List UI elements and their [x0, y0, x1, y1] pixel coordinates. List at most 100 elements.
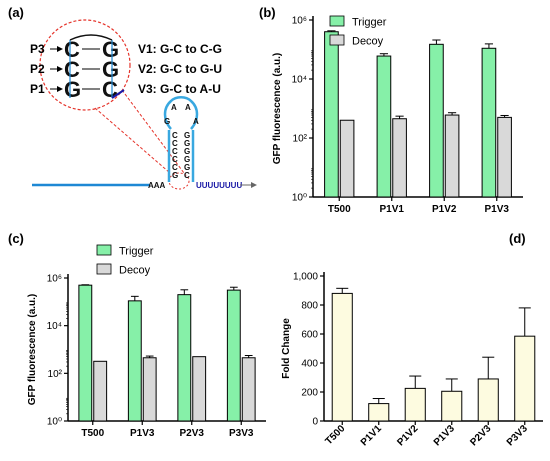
base-pair-p2: P2 C G	[30, 57, 119, 82]
legend-swatch	[329, 15, 345, 27]
pair-label: P1	[30, 82, 45, 96]
legend-swatch	[96, 263, 112, 275]
y-tick-label: 10²	[48, 369, 63, 380]
bar	[444, 114, 460, 198]
stem-nt: C	[172, 147, 178, 156]
x-tick-label: P1V2	[395, 423, 420, 448]
bar	[127, 300, 142, 422]
bar	[177, 294, 192, 422]
legend-swatch	[96, 244, 112, 256]
pair-left-base: C	[64, 57, 80, 82]
y-tick-label: 10⁶	[292, 16, 307, 27]
stem-nt: G	[184, 147, 190, 156]
y-tick-label: 10²	[293, 134, 308, 145]
bar	[404, 387, 426, 422]
stem-nt: C	[172, 155, 178, 164]
panel-label-b: (b)	[259, 5, 276, 20]
bar	[429, 43, 444, 198]
stem-nt: C	[172, 163, 178, 172]
loop-nt: A	[185, 103, 191, 112]
x-tick-label: T500	[323, 423, 347, 447]
y-axis-label: GFP fluorescence (a.u.)	[27, 294, 38, 406]
y-tick-label: 10⁰	[47, 417, 62, 428]
y-axis-label: Fold Change	[281, 318, 292, 379]
base-pair-p1: P1 G C	[30, 77, 118, 102]
poly-u-tail: UUUUUUUU	[196, 181, 242, 190]
bar	[142, 357, 157, 422]
bar	[477, 378, 499, 422]
stem-nt: G	[172, 171, 178, 180]
bar	[376, 55, 392, 198]
x-tick-label: P2V3	[180, 428, 205, 439]
panel-label-a: (a)	[8, 5, 24, 20]
stem-nt: C	[184, 171, 190, 180]
mutation-v2: V2: G-C to G-U	[138, 62, 222, 76]
bar	[497, 116, 512, 198]
mutation-v1: V1: G-C to C-G	[138, 42, 222, 56]
stem-nt: G	[184, 163, 190, 172]
y-tick-label: 10⁴	[47, 321, 62, 332]
x-tick-label: P3V3	[229, 428, 254, 439]
stem-nt: C	[172, 131, 178, 140]
y-tick-label: 600	[301, 330, 318, 341]
bar	[192, 356, 207, 422]
y-tick-label: 200	[301, 388, 318, 399]
y-tick-label: 0	[312, 417, 318, 428]
chart-d: 0 200 400 600 800 1,000 Fold Change T500 P1V1 P1V…	[281, 272, 543, 448]
bar	[368, 403, 390, 422]
bar	[392, 118, 407, 198]
hairpin-loop	[163, 96, 199, 130]
y-tick-label: 800	[301, 301, 318, 312]
stem-nt: C	[172, 139, 178, 148]
stem-nt: G	[184, 155, 190, 164]
y-axis-label: GFP fluorescence (a.u.)	[272, 53, 283, 165]
legend-swatch	[329, 34, 345, 46]
pair-left-base: G	[64, 77, 81, 102]
pair-right-base: C	[102, 77, 118, 102]
x-tick-label: P1V3	[130, 428, 155, 439]
bar	[514, 335, 536, 422]
legend-label: Decoy	[119, 265, 151, 277]
pair-label: P2	[30, 62, 45, 76]
y-tick-label: 10⁶	[47, 274, 62, 285]
y-tick-label: 10⁴	[292, 75, 307, 86]
pair-right-base: G	[102, 37, 119, 62]
bar	[78, 284, 93, 422]
pair-label: P3	[30, 42, 45, 56]
bar	[93, 360, 108, 422]
bar	[441, 390, 463, 422]
x-tick-label: T500	[81, 428, 104, 439]
legend-label: Trigger	[352, 17, 387, 29]
x-tick-label: P1V1	[359, 423, 384, 448]
y-tick-label: 10⁰	[292, 193, 307, 204]
legend-label: Trigger	[119, 246, 154, 258]
bar	[324, 31, 339, 198]
y-tick-label: 400	[301, 359, 318, 370]
base-pair-p3: P3 C G	[30, 37, 119, 62]
x-tick-label: P1V2	[432, 204, 457, 215]
bar	[226, 289, 241, 422]
bar	[339, 119, 355, 198]
loop-nt: A	[171, 103, 177, 112]
pair-right-base: G	[102, 57, 119, 82]
y-tick-label: 1,000	[293, 272, 318, 283]
legend-label: Decoy	[352, 36, 384, 48]
bar	[481, 47, 497, 198]
panel-label-c: (c)	[8, 231, 24, 246]
x-tick-label: P1V3	[485, 204, 510, 215]
zoom-circle	[39, 19, 131, 111]
x-tick-label: T500	[328, 204, 351, 215]
mutation-v3: V3: G-C to A-U	[138, 82, 221, 96]
zoom-line-lower	[94, 107, 171, 174]
x-tick-label: P1V1	[380, 204, 405, 215]
x-tick-label: P2V3	[468, 423, 493, 448]
stem: C C C C C G G G G G G C	[172, 131, 190, 180]
x-tick-label: P1V3	[432, 423, 457, 448]
pair-left-base: C	[64, 37, 80, 62]
loop-nt: A	[193, 117, 199, 126]
zoom-line-upper	[121, 89, 185, 174]
stem-nt: G	[184, 139, 190, 148]
hairpin-diagram: P3 C G P2 C G P1 G C V1: G-C to C-G V2: …	[30, 19, 257, 190]
chart-c: 10⁰ 10² 10⁴ 10⁶ GFP fluorescence (a.u.) T500 P…	[27, 244, 266, 439]
